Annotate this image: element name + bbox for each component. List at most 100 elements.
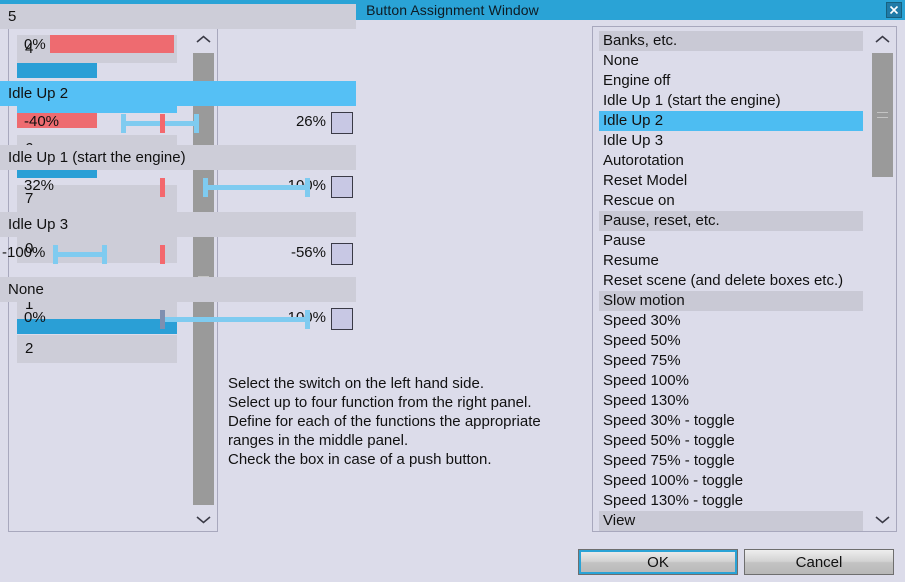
function-list-scrollbar[interactable] [869,27,896,531]
switch-item-label: 0 [17,235,177,263]
scroll-up-arrow-icon[interactable] [869,27,896,51]
range-slider[interactable] [0,170,356,204]
function-list-item[interactable]: Rescue on [603,192,675,209]
range-end-handle[interactable] [194,114,200,133]
function-slot: Idle Up 1 (start the engine)32%100% [0,145,356,204]
range-min-value: 0% [24,309,46,326]
current-position-marker [160,114,166,133]
ok-button[interactable]: OK [578,549,738,575]
range-max-value: -56% [290,244,326,261]
instructions-line: ranges in the middle panel. [228,432,409,449]
function-list-item[interactable]: Engine off [603,72,671,89]
function-list-item[interactable]: Speed 130% [603,392,689,409]
switch-item-label: 7 [17,185,177,213]
function-range-row: 32%100% [0,170,356,204]
function-list-item[interactable]: Pause [603,232,646,249]
range-slider[interactable] [0,29,356,63]
instructions-line: Select the switch on the left hand side. [228,375,484,392]
function-range-row: 0%100% [0,302,356,336]
range-start-handle[interactable] [202,178,208,197]
range-slider[interactable] [0,302,356,336]
function-list-item[interactable]: Speed 75% - toggle [603,452,735,469]
function-list-item[interactable]: Reset scene (and delete boxes etc.) [603,272,844,289]
switch-value-track [17,63,177,78]
function-slot-title[interactable]: None [0,277,356,302]
available-functions-list[interactable]: Banks, etc. None Engine off Idle Up 1 (star… [593,27,869,531]
function-list-item[interactable]: Speed 100% [603,372,689,389]
range-start-handle[interactable] [53,245,59,264]
function-range-row: -100% -56% [0,237,356,271]
function-list-item[interactable]: Speed 50% - toggle [603,432,735,449]
switch-item[interactable]: 7 [17,185,177,228]
function-list-item[interactable]: Resume [603,252,659,269]
switch-item[interactable]: 0 [17,235,177,278]
current-position-marker [160,178,166,197]
function-list-item[interactable]: Speed 130% - toggle [603,492,744,509]
switch-value-bar [17,113,97,128]
function-group-header: Banks, etc. [599,31,863,51]
range-slider[interactable] [0,106,356,140]
function-config-panel: 5 0% Idle Up 2 -40% 26% Idle Up 1 (start the … [0,0,358,506]
push-button-checkbox[interactable] [331,308,353,330]
switch-value-bar [17,319,177,334]
function-list-item[interactable]: Speed 30% - toggle [603,412,735,429]
range-start-handle[interactable] [160,310,166,329]
function-list-item[interactable]: Idle Up 2 [599,111,863,131]
range-end-handle[interactable] [101,245,107,264]
switch-value-track [17,363,177,378]
function-list-item[interactable]: Idle Up 1 (start the engine) [603,92,781,109]
range-min-value: 32% [24,177,55,194]
switch-item-label: 2 [17,335,177,363]
function-slot: Idle Up 3 -100% -56% [0,212,356,271]
switch-value-track [17,113,177,128]
function-slot-title[interactable]: 5 [0,4,356,29]
range-min-value: -100% [2,244,46,261]
instructions-line: Define for each of the functions the app… [228,413,541,430]
function-list-item[interactable]: Speed 50% [603,332,681,349]
range-min-value: -40% [24,113,60,130]
function-slot-title[interactable]: Idle Up 3 [0,212,356,237]
push-button-checkbox[interactable] [331,243,353,265]
function-slot: Idle Up 2 -40% 26% [0,81,356,140]
switch-value-bar [17,63,97,78]
scroll-down-arrow-icon[interactable] [869,507,896,531]
push-button-checkbox[interactable] [331,176,353,198]
function-list-item[interactable]: Reset Model [603,172,688,189]
function-slot-title[interactable]: Idle Up 1 (start the engine) [0,145,356,170]
function-list-item[interactable]: Idle Up 3 [603,132,664,149]
instructions-line: Select up to four function from the righ… [228,394,532,411]
range-start-handle[interactable] [121,114,127,133]
function-list-item[interactable]: Speed 30% [603,312,681,329]
function-list-item[interactable]: Autorotation [603,152,684,169]
function-group-header: View [599,511,863,531]
function-slot: 5 0% [0,4,356,63]
function-slot-title[interactable]: Idle Up 2 [0,81,356,106]
function-group-header: Pause, reset, etc. [599,211,863,231]
instructions-text: Select the switch on the left hand side.… [228,374,580,469]
current-value-bar [49,35,175,53]
scroll-up-arrow-icon[interactable] [190,27,217,51]
window-title: Button Assignment Window [366,2,539,18]
switch-item[interactable]: 2 [17,335,177,378]
range-slider[interactable] [0,237,356,271]
current-position-marker [160,245,166,264]
function-list-item[interactable]: Speed 75% [603,352,681,369]
function-range-row: 0% [0,29,356,63]
function-list-item[interactable]: Speed 100% - toggle [603,472,744,489]
range-max-value: 26% [295,113,326,130]
range-bar [160,317,310,322]
function-range-row: -40% 26% [0,106,356,140]
function-list-item[interactable]: None [603,52,639,69]
close-icon[interactable] [886,2,902,18]
range-end-handle[interactable] [304,310,310,329]
scroll-thumb[interactable] [872,53,893,177]
switch-value-track [17,319,177,334]
range-end-handle[interactable] [304,178,310,197]
scroll-down-arrow-icon[interactable] [190,507,217,531]
cancel-button[interactable]: Cancel [744,549,894,575]
range-min-value: 0% [24,36,46,53]
push-button-checkbox[interactable] [331,112,353,134]
range-bar [202,185,310,190]
